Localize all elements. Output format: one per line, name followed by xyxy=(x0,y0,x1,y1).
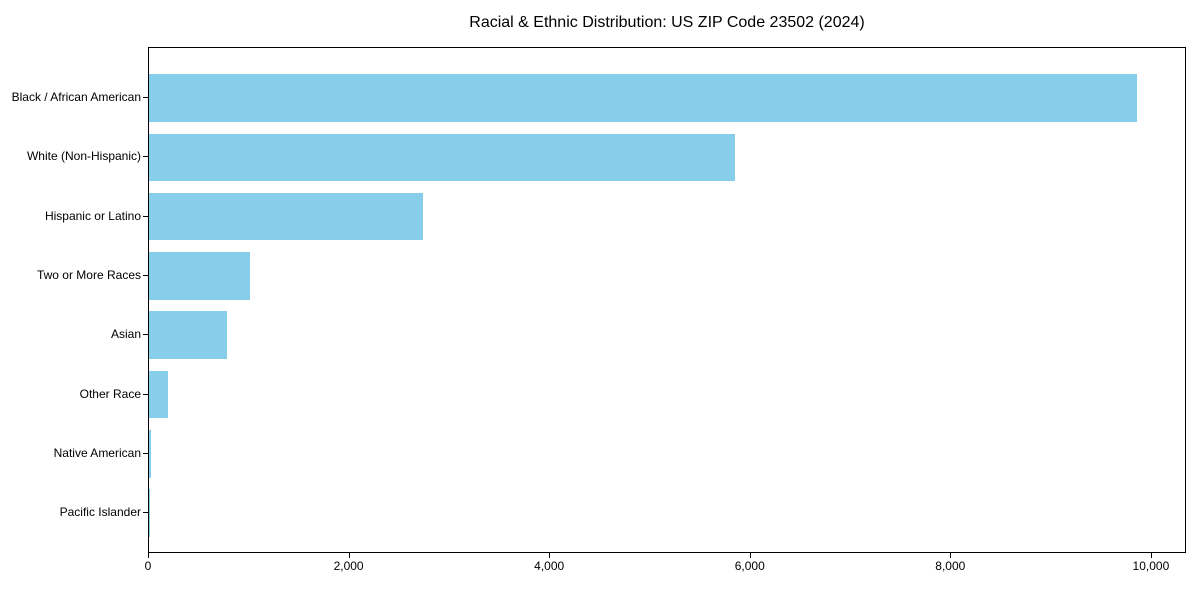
x-axis-tick-label: 8,000 xyxy=(935,559,966,573)
bar xyxy=(149,370,168,419)
y-axis-tick-mark xyxy=(143,334,148,336)
bar xyxy=(149,74,1138,122)
bar xyxy=(149,192,423,241)
x-axis-tick-label: 2,000 xyxy=(333,559,364,573)
y-axis-tick-label: Native American xyxy=(53,445,141,460)
bar xyxy=(149,311,227,359)
plot-area xyxy=(148,47,1186,553)
bar xyxy=(149,489,150,537)
y-axis-tick-mark xyxy=(143,156,148,158)
y-axis-tick-mark xyxy=(143,452,148,454)
y-axis-tick-label: Hispanic or Latino xyxy=(44,208,141,223)
y-axis-tick-label: Black / African American xyxy=(11,90,141,104)
y-axis-tick-label: Other Race xyxy=(79,386,141,401)
y-axis-tick-label: White (Non-Hispanic) xyxy=(26,149,141,164)
y-axis-tick-mark xyxy=(143,97,148,98)
x-axis-tick-mark xyxy=(1150,553,1152,558)
y-axis-tick-label: Asian xyxy=(110,327,141,342)
bar xyxy=(149,252,250,300)
chart-title: Racial & Ethnic Distribution: US ZIP Cod… xyxy=(469,14,865,31)
x-axis-tick-label: 4,000 xyxy=(534,559,565,573)
y-axis-tick-mark xyxy=(143,274,148,276)
x-axis-tick-label: 10,000 xyxy=(1132,559,1170,573)
y-axis-tick-mark xyxy=(143,215,148,217)
x-axis-tick-label: 6,000 xyxy=(734,559,765,573)
bar xyxy=(149,133,735,182)
x-axis-tick-mark xyxy=(549,553,551,558)
x-axis-tick-mark xyxy=(950,553,952,558)
y-axis-tick-mark xyxy=(143,393,148,395)
y-axis-tick-mark xyxy=(143,512,148,514)
bar xyxy=(149,430,151,478)
x-axis-tick-label: 0 xyxy=(144,559,152,573)
x-axis-tick-mark xyxy=(749,553,751,558)
x-axis-tick-mark xyxy=(348,553,350,558)
y-axis-tick-label: Two or More Races xyxy=(36,267,141,282)
y-axis-tick-label: Pacific Islander xyxy=(59,505,141,520)
x-axis-tick-mark xyxy=(148,553,149,558)
